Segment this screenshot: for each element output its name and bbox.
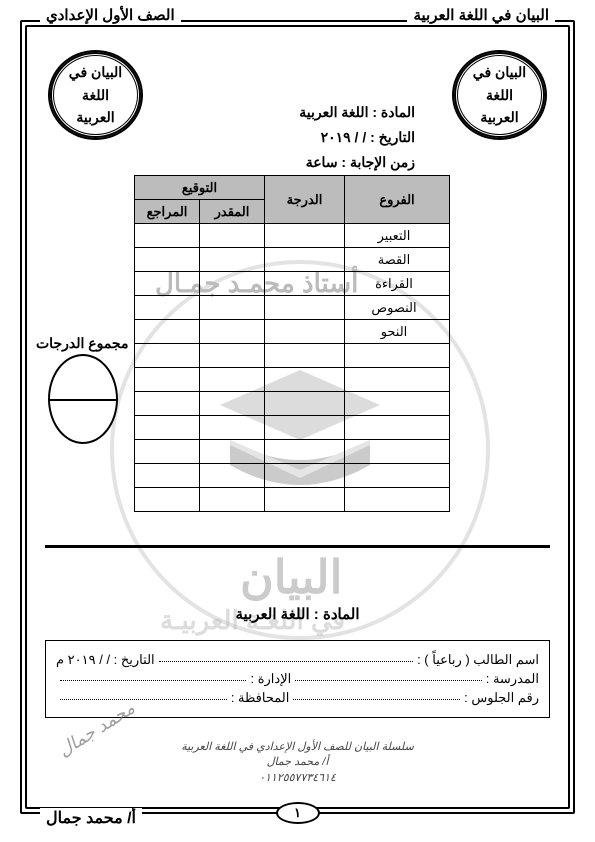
header-title-left: الصف الأول الإعدادي	[40, 6, 181, 24]
th-grade: الدرجة	[265, 176, 345, 224]
footer-author: أ/ محمد جمال	[40, 808, 142, 828]
cell-examiner	[200, 224, 265, 248]
table-row	[135, 392, 450, 416]
cell-reviewer	[135, 248, 200, 272]
cell-examiner	[200, 344, 265, 368]
cell-examiner	[200, 248, 265, 272]
contact-block: سلسلة البيان للصف الأول الإعدادي في اللغ…	[0, 740, 595, 786]
table-row: التعبير	[135, 224, 450, 248]
cell-subject	[345, 392, 450, 416]
cell-reviewer	[135, 464, 200, 488]
cell-examiner	[200, 320, 265, 344]
cell-examiner	[200, 368, 265, 392]
field-date: التاريخ : / / ٢٠١٩ م	[56, 652, 155, 668]
cell-grade	[265, 488, 345, 512]
table-row	[135, 440, 450, 464]
grades-table: الفروع الدرجة التوقيع المقدر المراجع الت…	[134, 175, 450, 512]
table-row	[135, 488, 450, 512]
cell-subject: القراءة	[345, 272, 450, 296]
cell-grade	[265, 272, 345, 296]
oval-badge-text: البيان في اللغة العربية	[473, 61, 526, 128]
cell-reviewer	[135, 440, 200, 464]
cell-subject: النحو	[345, 320, 450, 344]
field-governorate: المحافظة :	[231, 690, 290, 706]
cell-subject	[345, 368, 450, 392]
cell-reviewer	[135, 320, 200, 344]
cell-examiner	[200, 440, 265, 464]
divider	[45, 545, 550, 548]
cell-grade	[265, 248, 345, 272]
cell-grade	[265, 464, 345, 488]
cell-examiner	[200, 296, 265, 320]
cell-subject	[345, 344, 450, 368]
cell-reviewer	[135, 344, 200, 368]
contact-line2: أ/ محمد جمال	[0, 755, 595, 770]
oval-badge-right: البيان في اللغة العربية	[452, 50, 547, 140]
field-admin: الإدارة :	[250, 671, 291, 687]
cell-subject	[345, 488, 450, 512]
cell-reviewer	[135, 296, 200, 320]
cell-grade	[265, 368, 345, 392]
subject-bar: المادة : اللغة العربية	[0, 605, 595, 623]
field-student-name: اسم الطالب ( رباعياً ) :	[417, 652, 539, 668]
th-reviewer: المراجع	[135, 200, 200, 224]
cell-reviewer	[135, 488, 200, 512]
cell-reviewer	[135, 392, 200, 416]
info-row-2: المدرسة : الإدارة :	[56, 671, 539, 687]
fill-line	[60, 671, 246, 681]
total-label: مجموع الدرجات	[36, 335, 128, 352]
table-row	[135, 344, 450, 368]
cell-examiner	[200, 464, 265, 488]
grades-tbody: التعبيرالقصةالقراءةالنصوصالنحو	[135, 224, 450, 512]
meta-block: المادة : اللغة العربية التاريخ : / / ٢٠١…	[299, 100, 415, 176]
fill-line	[60, 690, 227, 700]
cell-grade	[265, 320, 345, 344]
th-signature: التوقيع	[135, 176, 265, 200]
table-row: النصوص	[135, 296, 450, 320]
cell-examiner	[200, 272, 265, 296]
cell-grade	[265, 416, 345, 440]
cell-grade	[265, 440, 345, 464]
cell-subject: النصوص	[345, 296, 450, 320]
meta-date: التاريخ : / / ٢٠١٩	[299, 125, 415, 150]
field-seat: رقم الجلوس :	[464, 690, 539, 706]
table-row	[135, 416, 450, 440]
th-branches: الفروع	[345, 176, 450, 224]
table-row	[135, 368, 450, 392]
cell-subject	[345, 440, 450, 464]
cell-examiner	[200, 488, 265, 512]
field-school: المدرسة :	[486, 671, 539, 687]
fill-line	[295, 671, 481, 681]
cell-subject	[345, 416, 450, 440]
cell-subject	[345, 464, 450, 488]
header-title-right: البيان في اللغة العربية	[407, 6, 555, 24]
cell-reviewer	[135, 224, 200, 248]
page-number: ١	[276, 802, 320, 824]
cell-reviewer	[135, 368, 200, 392]
info-row-1: اسم الطالب ( رباعياً ) : التاريخ : / / ٢…	[56, 652, 539, 668]
cell-examiner	[200, 392, 265, 416]
total-oval	[48, 354, 118, 444]
fill-line	[293, 690, 460, 700]
cell-subject: التعبير	[345, 224, 450, 248]
cell-examiner	[200, 416, 265, 440]
meta-subject: المادة : اللغة العربية	[299, 100, 415, 125]
cell-subject: القصة	[345, 248, 450, 272]
table-row: القراءة	[135, 272, 450, 296]
oval-badge-text: البيان في اللغة العربية	[69, 61, 122, 128]
cell-grade	[265, 296, 345, 320]
contact-phone: ٠١١٢٥٥٧٧٣٤٦١٤	[0, 771, 595, 786]
th-examiner: المقدر	[200, 200, 265, 224]
cell-reviewer	[135, 416, 200, 440]
table-row: القصة	[135, 248, 450, 272]
cell-grade	[265, 224, 345, 248]
cell-reviewer	[135, 272, 200, 296]
table-row	[135, 464, 450, 488]
cell-grade	[265, 344, 345, 368]
fill-line	[159, 652, 413, 662]
table-row: النحو	[135, 320, 450, 344]
meta-time: زمن الإجابة : ساعة	[299, 150, 415, 175]
oval-badge-left: البيان في اللغة العربية	[48, 50, 143, 140]
cell-grade	[265, 392, 345, 416]
